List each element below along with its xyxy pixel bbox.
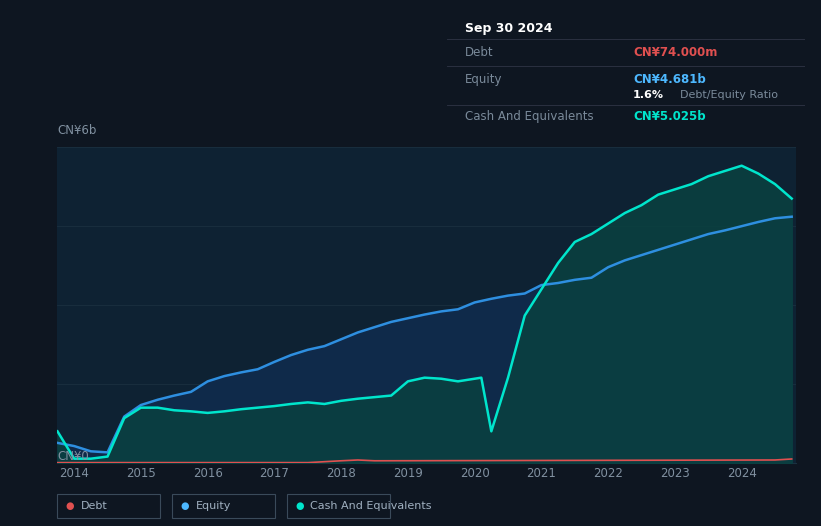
Text: Equity: Equity	[195, 501, 231, 511]
Text: Debt: Debt	[466, 46, 494, 59]
Text: ●: ●	[66, 501, 74, 511]
Text: CN¥0: CN¥0	[57, 450, 89, 463]
Text: Debt/Equity Ratio: Debt/Equity Ratio	[680, 90, 777, 100]
Text: ●: ●	[296, 501, 304, 511]
Text: 1.6%: 1.6%	[633, 90, 664, 100]
Text: CN¥5.025b: CN¥5.025b	[633, 110, 706, 123]
Text: Cash And Equivalents: Cash And Equivalents	[466, 110, 594, 123]
Text: CN¥4.681b: CN¥4.681b	[633, 73, 706, 86]
Text: Sep 30 2024: Sep 30 2024	[466, 22, 553, 35]
Text: ●: ●	[181, 501, 189, 511]
Text: Debt: Debt	[80, 501, 108, 511]
Text: CN¥74.000m: CN¥74.000m	[633, 46, 718, 59]
Text: Equity: Equity	[466, 73, 502, 86]
Text: CN¥6b: CN¥6b	[57, 124, 97, 137]
Text: Cash And Equivalents: Cash And Equivalents	[310, 501, 432, 511]
